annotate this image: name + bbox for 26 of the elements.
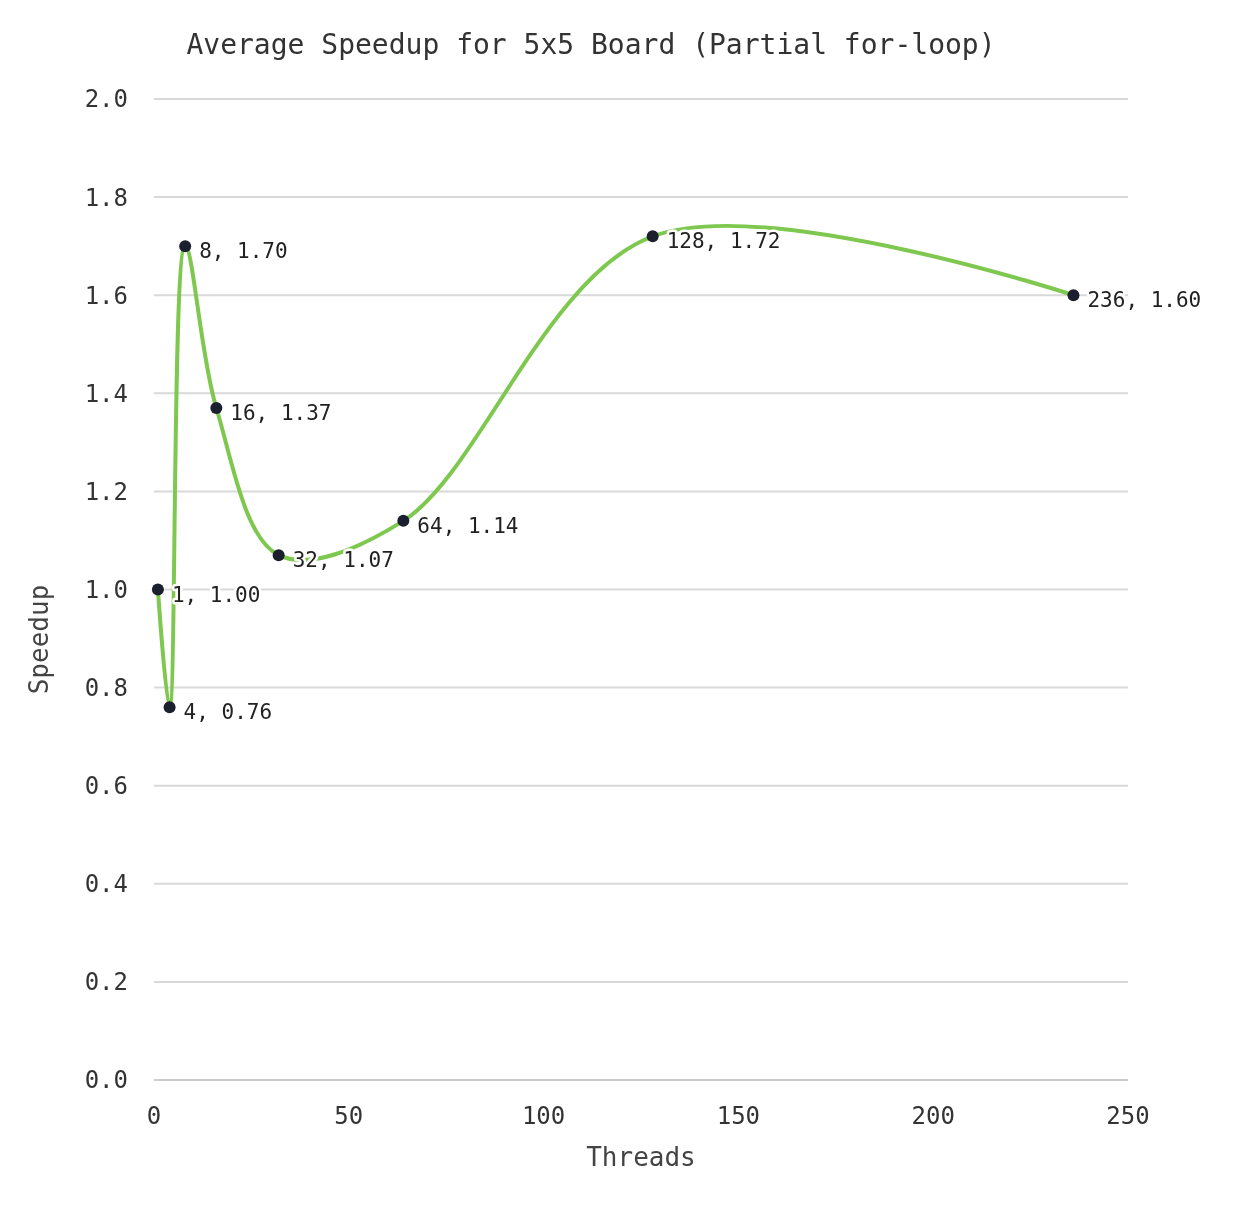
x-tick-label: 200 — [911, 1102, 955, 1130]
y-tick-label: 0.4 — [84, 870, 128, 899]
y-tick-label: 0.8 — [84, 674, 128, 702]
y-tick-label: 0.0 — [84, 1066, 128, 1095]
x-tick-label: 100 — [521, 1102, 566, 1130]
y-tick-label: 1.4 — [84, 379, 128, 408]
x-tick-label: 50 — [334, 1102, 364, 1130]
y-tick-label: 1.8 — [84, 183, 128, 212]
data-label: 128, 1.72 — [666, 229, 781, 254]
data-label: 64, 1.14 — [417, 513, 519, 538]
y-tick-label: 0.2 — [84, 968, 128, 997]
y-tick-label: 2.0 — [84, 85, 128, 114]
x-tick-label: 150 — [716, 1102, 761, 1130]
chart-title: Average Speedup for 5x5 Board (Partial for-loop) — [186, 28, 996, 61]
data-label: 8, 1.70 — [199, 239, 288, 264]
data-label: 4, 0.76 — [183, 700, 273, 725]
y-tick-label: 0.6 — [84, 772, 128, 801]
data-label: 236, 1.60 — [1087, 288, 1202, 313]
y-tick-label: 1.6 — [84, 281, 128, 310]
y-tick-label: 1.0 — [84, 575, 128, 604]
x-tick-label: 0 — [146, 1102, 162, 1130]
x-tick-label: 250 — [1106, 1102, 1150, 1130]
x-axis-title: Threads — [586, 1142, 696, 1172]
y-axis-title: Speedup — [24, 584, 54, 695]
data-label: 16, 1.37 — [230, 401, 332, 426]
y-tick-label: 1.2 — [84, 477, 128, 506]
